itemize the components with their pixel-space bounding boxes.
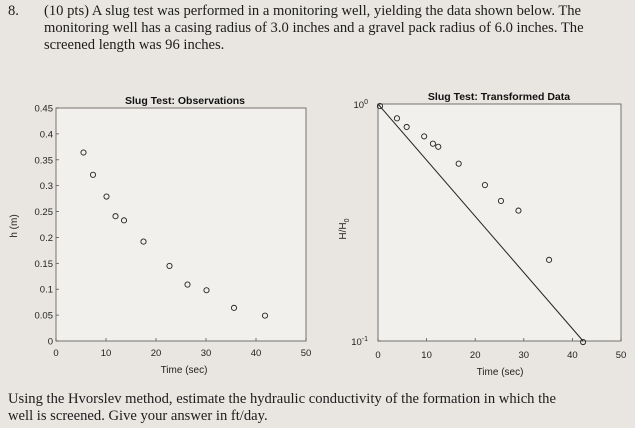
problem-line-1: 8. (10 pts) A slug test was performed in … [8,3,582,19]
chart1-ytick-label: 0.15 [35,259,54,270]
chart1-data-point [230,304,238,311]
chart1-data-point [112,213,119,220]
chart1-ytick-label: 0.45 [35,104,54,115]
chart1-data-point [166,262,173,269]
chart2-xlabel: Time (sec) [477,367,524,378]
chart-transformed: Slug Test: Transformed Data Time (sec) H… [338,91,626,378]
question-line-2: well is screened. Give your answer in ft… [8,408,268,424]
chart2-data-point [497,197,505,204]
chart1-data-point [103,193,110,200]
chart2-ylabel: H/H0 [338,218,351,239]
chart2-data-point [393,115,401,122]
chart2-xtick-label: 50 [616,350,627,361]
chart2-data-point [429,140,436,147]
problem-line-3: screened length was 96 inches. [44,37,225,53]
chart1-ytick-label: 0.3 [40,181,53,192]
chart1-xtick-label: 40 [251,348,262,359]
chart1-xtick-label: 10 [101,348,112,359]
chart1-xtick-label: 0 [53,348,58,359]
chart1-xtick-label: 30 [201,348,212,359]
chart1-data-point [184,281,191,288]
chart2-data-point [376,103,383,110]
question-line-1: Using the Hvorslev method, estimate the … [8,391,556,407]
problem-line-2: monitoring well has a casing radius of 3… [44,20,584,36]
chart1-data-point [261,312,269,319]
chart1-ytick-label: 0.35 [35,155,54,166]
chart1-ytick-label: 0.4 [40,129,53,140]
chart1-ytick-label: 0.2 [40,233,53,244]
chart1-data-point [203,287,210,294]
chart2-ytick-label: 10-1 [351,336,368,348]
chart1-xlabel: Time (sec) [161,365,208,376]
chart2-data-point [403,123,410,131]
chart-observations: Slug Test: Observations Time (sec) h (m)… [9,95,311,376]
question-text: Using the Hvorslev method, estimate the … [8,391,628,425]
chart1-data-point [89,171,97,178]
chart2-data-point [515,207,522,214]
chart2-data-point [435,143,442,150]
problem-number: 8. [8,3,19,19]
chart1-ytick-label: 0.05 [35,311,54,322]
chart2-ytick-label: 100 [354,99,369,111]
chart1-xtick-label: 20 [151,348,162,359]
chart2-data-point [455,160,462,167]
chart2-xtick-label: 0 [375,350,380,361]
chart2-data-point [546,256,553,263]
chart2-xtick-label: 20 [470,350,481,361]
chart2-data-point [481,182,488,189]
chart1-data-point [80,149,87,156]
chart1-ytick-label: 0.1 [40,285,53,296]
chart1-title: Slug Test: Observations [125,95,245,107]
chart2-title: Slug Test: Transformed Data [428,91,570,103]
chart1-plot-area [55,107,307,342]
chart2-plot-area [377,103,622,342]
chart2-xtick-label: 40 [567,350,578,361]
chart2-xtick-label: 30 [519,350,530,361]
chart2-data-point [580,338,587,346]
chart2-xtick-label: 10 [421,350,432,361]
chart1-ytick-label: 0.25 [35,207,54,218]
chart1-data-point [140,238,147,245]
chart2-fit-line [377,103,584,342]
chart2-data-point [421,133,428,140]
chart1-ylabel: h (m) [9,214,20,237]
chart1-ytick-label: 0 [48,337,53,348]
problem-statement: 8. (10 pts) A slug test was performed in … [8,3,628,54]
chart1-xtick-label: 50 [301,348,312,359]
chart1-data-point [120,217,128,224]
